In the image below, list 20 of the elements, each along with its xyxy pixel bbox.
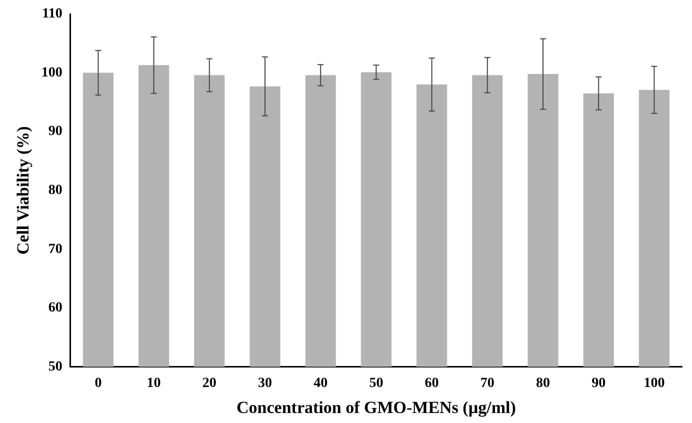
x-tick-label: 80: [536, 376, 550, 391]
x-tick-label: 60: [424, 376, 439, 391]
y-tick-label: 70: [48, 242, 62, 257]
x-tick-label: 40: [314, 376, 328, 391]
x-tick-label: 50: [369, 376, 384, 391]
x-tick-label: 10: [146, 376, 161, 391]
y-tick-label: 90: [48, 124, 62, 140]
x-tick-label: 100: [644, 376, 665, 391]
x-axis-title: Concentration of GMO-MENs (µg/ml): [236, 398, 516, 418]
y-axis-title: Cell Viability (%): [14, 126, 33, 255]
y-tick-label: 60: [48, 300, 62, 316]
x-tick-label: 90: [592, 376, 606, 391]
y-tick-label: 110: [42, 6, 62, 22]
y-tick-label: 100: [41, 65, 62, 80]
x-tick-label: 0: [94, 376, 102, 391]
y-tick-label: 80: [48, 183, 62, 198]
x-tick-label: 70: [480, 376, 494, 391]
y-tick-label: 50: [48, 359, 62, 374]
x-tick-label: 20: [202, 376, 216, 391]
x-tick-label: 30: [258, 376, 272, 391]
